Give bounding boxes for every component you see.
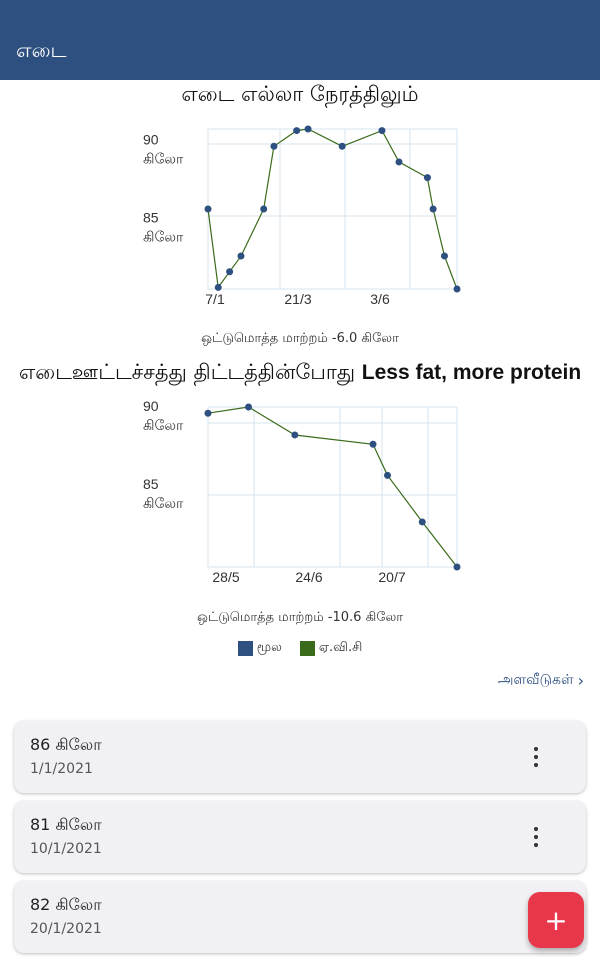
average-line	[207, 128, 458, 290]
data-point	[293, 127, 301, 135]
list-item[interactable]: 82 கிலோ 20/1/2021	[14, 881, 586, 953]
y-tick-unit: கிலோ	[143, 418, 184, 434]
legend-label-avg: ஏ.வி.சி	[318, 640, 363, 655]
more-vert-icon[interactable]	[526, 827, 546, 847]
data-point	[453, 285, 461, 293]
legend-swatch-raw	[237, 640, 253, 656]
data-point	[453, 563, 461, 571]
x-tick-label: 21/3	[284, 291, 311, 307]
entry-weight: 82 கிலோ	[30, 895, 102, 914]
entry-date: 20/1/2021	[30, 921, 102, 937]
average-line	[207, 406, 458, 568]
weight-all-time-chart: 90 கிலோ 85 கிலோ 7/1 21/3 3/6	[143, 125, 461, 307]
overall-change-all-time: ஒட்டுமொத்த மாற்றம் -6.0 கிலோ	[201, 331, 399, 346]
data-point	[291, 431, 299, 439]
add-entry-button[interactable]: +	[528, 892, 584, 948]
measurements-link-label: அளவீடுகள்	[497, 672, 574, 688]
chart-title-plan-name: Less fat, more protein	[361, 361, 582, 384]
data-point	[237, 252, 245, 260]
y-tick-label: 90	[143, 131, 159, 147]
x-tick-label: 7/1	[205, 291, 225, 307]
more-vert-icon[interactable]	[526, 747, 546, 767]
y-tick-label: 90	[143, 398, 159, 414]
chart-title-plan-main: எடைஊட்டச்சத்து திட்டத்தின்போது	[18, 360, 356, 384]
y-tick-unit: கிலோ	[143, 230, 184, 246]
data-point	[395, 158, 403, 166]
y-tick-label: 85	[143, 210, 159, 226]
y-tick-label: 85	[143, 476, 159, 492]
overall-change-plan: ஒட்டுமொத்த மாற்றம் -10.6 கிலோ	[196, 610, 404, 625]
data-point	[304, 125, 312, 133]
entry-date: 1/1/2021	[30, 761, 93, 777]
legend-item-avg: ஏ.வி.சி	[299, 640, 363, 656]
legend-label-raw: மூல	[256, 640, 282, 655]
data-point	[260, 205, 268, 213]
entry-date: 10/1/2021	[30, 841, 102, 857]
data-point	[204, 409, 212, 417]
weight-plan-chart: 90 கிலோ 85 கிலோ 28/5 24/6 20/7	[143, 398, 461, 585]
x-tick-label: 3/6	[370, 291, 390, 307]
data-point	[429, 205, 437, 213]
app-bar: எடை	[0, 0, 600, 80]
y-tick-unit: கிலோ	[143, 151, 184, 167]
x-tick-label: 28/5	[212, 569, 239, 585]
data-point	[423, 174, 431, 182]
data-point	[214, 283, 222, 291]
measurements-link[interactable]: அளவீடுகள் ›	[498, 672, 584, 690]
data-point	[440, 252, 448, 260]
entry-weight: 86 கிலோ	[30, 735, 102, 754]
list-item[interactable]: 86 கிலோ 1/1/2021	[14, 721, 586, 793]
legend-item-raw: மூல	[237, 640, 282, 656]
legend-swatch-avg	[299, 640, 315, 656]
data-point	[418, 518, 426, 526]
page-title: எடை	[16, 38, 67, 62]
data-point	[204, 205, 212, 213]
chart-legend: மூல ஏ.வி.சி	[0, 640, 600, 656]
x-tick-label: 24/6	[295, 569, 322, 585]
plus-icon: +	[544, 903, 568, 937]
entry-weight: 81 கிலோ	[30, 815, 102, 834]
data-point	[338, 142, 346, 150]
data-point	[226, 268, 234, 276]
data-point	[378, 127, 386, 135]
chart-title-plan: எடைஊட்டச்சத்து திட்டத்தின்போது Less fat,…	[0, 358, 600, 387]
x-tick-label: 20/7	[378, 569, 405, 585]
list-item[interactable]: 81 கிலோ 10/1/2021	[14, 801, 586, 873]
data-point	[270, 142, 278, 150]
chart-title-all-time: எடை எல்லா நேரத்திலும்	[181, 82, 419, 106]
data-point	[384, 471, 392, 479]
data-point	[245, 403, 253, 411]
y-tick-unit: கிலோ	[143, 496, 184, 512]
chevron-right-icon: ›	[577, 671, 584, 690]
data-point	[369, 440, 377, 448]
